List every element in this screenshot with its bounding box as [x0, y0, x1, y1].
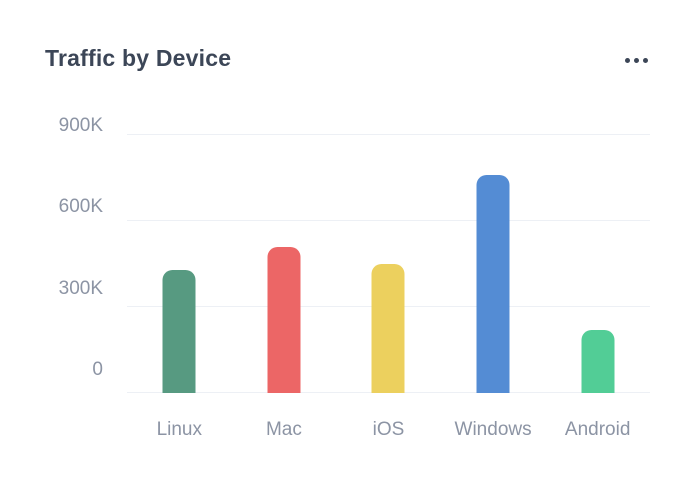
bar-slot-linux [127, 135, 232, 393]
bars [127, 135, 650, 393]
x-axis-label-ios: iOS [372, 419, 405, 440]
y-axis: 900K 600K 300K 0 [0, 116, 103, 380]
ellipsis-dot [634, 58, 639, 63]
plot-area [127, 134, 650, 393]
x-axis-label-windows: Windows [454, 419, 532, 440]
bar-slot-windows [441, 135, 546, 393]
bar-slot-ios [336, 135, 441, 393]
x-axis: Linux Mac iOS Windows Android [127, 419, 650, 441]
y-axis-label-300k: 300K [58, 277, 103, 299]
bar-mac[interactable] [267, 246, 301, 393]
more-options-button[interactable] [623, 54, 650, 67]
x-axis-label-mac: Mac [265, 419, 302, 440]
gridline-900k [127, 134, 650, 135]
y-axis-label-900k: 900K [58, 115, 103, 136]
bar-ios[interactable] [371, 264, 405, 393]
y-axis-label-600k: 600K [58, 196, 103, 218]
gridline-600k [127, 220, 650, 221]
bar-android[interactable] [581, 329, 615, 393]
bar-slot-mac [232, 135, 337, 393]
card-title: Traffic by Device [45, 45, 232, 71]
x-axis-label-android: Android [564, 419, 631, 440]
y-axis-label-0: 0 [92, 358, 103, 380]
bar-slot-android [545, 135, 650, 393]
ellipsis-dot [625, 58, 630, 63]
bar-windows[interactable] [476, 175, 510, 393]
ellipsis-dot [643, 58, 648, 63]
ellipsis-icon [625, 58, 648, 63]
x-axis-label-linux: Linux [156, 419, 202, 440]
bar-linux[interactable] [162, 269, 196, 393]
